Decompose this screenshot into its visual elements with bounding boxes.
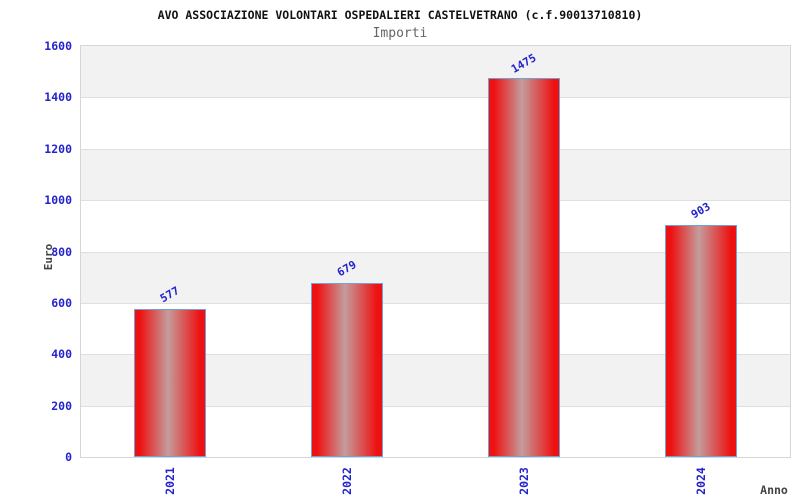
x-tick-label: 2023: [517, 467, 531, 495]
gridline: [81, 406, 790, 407]
gridline: [81, 354, 790, 355]
y-tick-label: 400: [51, 347, 72, 361]
y-tick-label: 800: [51, 245, 72, 259]
bar: [488, 78, 560, 457]
bar: [665, 225, 737, 457]
x-tick-label: 2021: [163, 467, 177, 495]
y-tick-label: 1400: [44, 90, 72, 104]
bar: [311, 283, 383, 457]
x-tick-label: 2022: [340, 467, 354, 495]
y-tick-label: 1200: [44, 142, 72, 156]
y-tick-label: 200: [51, 399, 72, 413]
x-tick-label: 2024: [694, 467, 708, 495]
gridline: [81, 303, 790, 304]
gridline: [81, 200, 790, 201]
bar: [134, 309, 206, 457]
y-tick-label: 0: [65, 450, 72, 464]
gridline: [81, 252, 790, 253]
plot-band: [81, 46, 790, 98]
x-axis-label: Anno: [760, 483, 788, 497]
y-tick-label: 1600: [44, 39, 72, 53]
plot-area: 577 679 1475 903: [80, 45, 791, 458]
plot-band: [81, 97, 790, 149]
chart-subtitle: Importi: [372, 26, 428, 41]
y-tick-label: 1000: [44, 193, 72, 207]
chart-title: AVO ASSOCIAZIONE VOLONTARI OSPEDALIERI C…: [157, 8, 643, 22]
y-tick-label: 600: [51, 296, 72, 310]
gridline: [81, 97, 790, 98]
plot-band: [81, 148, 790, 201]
gridline: [81, 149, 790, 150]
